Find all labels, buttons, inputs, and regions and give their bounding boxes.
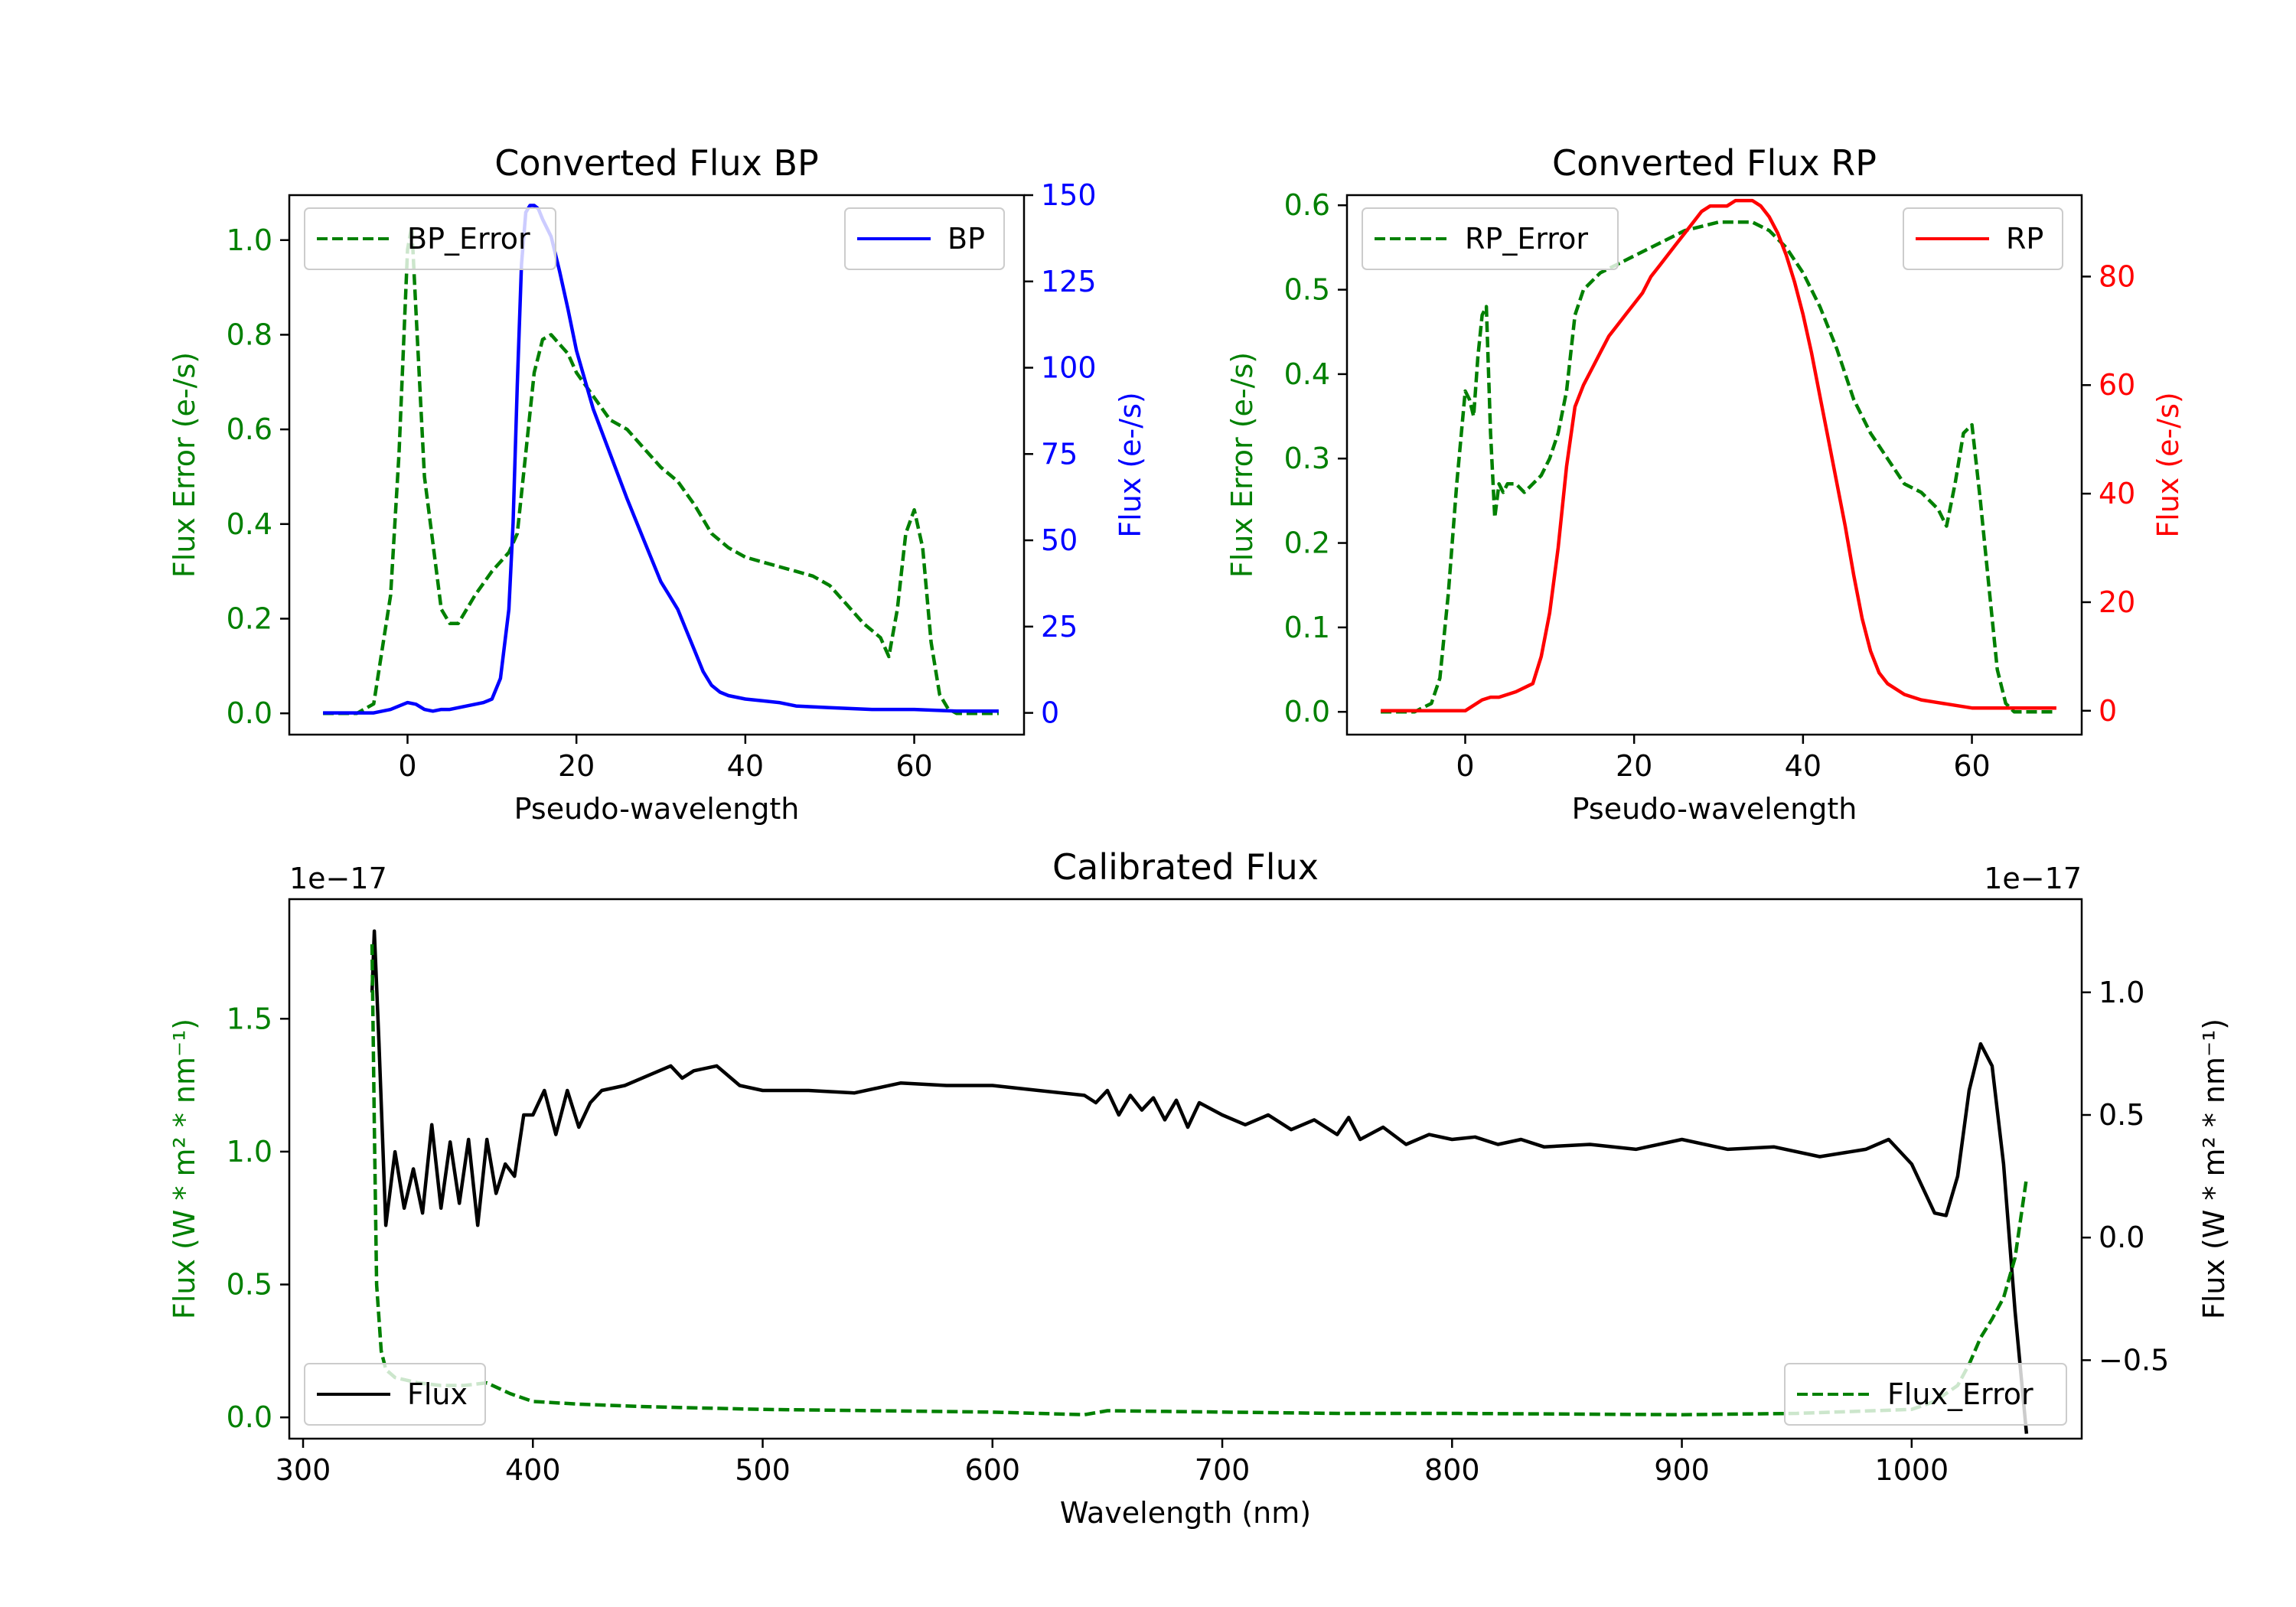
y-left-tick-label: 0.0 xyxy=(227,1400,272,1434)
y-right-tick-label: 1.0 xyxy=(2099,976,2144,1009)
legend-flux-error-box xyxy=(1784,1363,2067,1426)
chart-title: Calibrated Flux xyxy=(1052,846,1319,888)
y-right-tick-label: 0 xyxy=(2099,694,2117,728)
y-right-tick-label: 25 xyxy=(1041,610,1078,644)
x-tick-label: 20 xyxy=(1616,749,1652,783)
legend-bp-label: BP xyxy=(947,222,985,256)
legend-flux-label: Flux xyxy=(407,1377,468,1411)
x-tick-label: 40 xyxy=(727,749,764,783)
y-left-tick-label: 0.6 xyxy=(227,412,272,446)
x-axis-label: Wavelength (nm) xyxy=(1060,1496,1311,1530)
axes-frame xyxy=(1345,194,2083,736)
chart-title: Converted Flux RP xyxy=(1552,142,1877,184)
y-left-tick-label: 0.8 xyxy=(227,318,272,351)
panel-converted-flux-rp: Converted Flux RP 0 20 40 60 Pseudo-wavelengt… xyxy=(1225,142,2185,826)
legend-rp-error-box xyxy=(1362,207,1619,270)
legend-flux-box xyxy=(304,1363,486,1426)
x-axis-label: Pseudo-wavelength xyxy=(1572,792,1857,826)
y-left-tick-label: 0.3 xyxy=(1284,442,1330,475)
y-left-tick-label: 1.5 xyxy=(227,1002,272,1035)
y-left-tick-label: 0.4 xyxy=(227,507,272,541)
y-left-tick-label: 0.0 xyxy=(1284,695,1330,729)
axes-frame xyxy=(288,194,1026,736)
legend-rp-error-label: RP_Error xyxy=(1465,222,1588,256)
legend-flux-error-label: Flux_Error xyxy=(1887,1377,2033,1411)
y-left-tick-label: 0.6 xyxy=(1284,188,1330,222)
x-tick-label: 40 xyxy=(1785,749,1821,783)
y-left-tick-label: 0.2 xyxy=(227,601,272,635)
y-left-axis-label: Flux Error (e-/s) xyxy=(168,352,201,578)
x-tick-label: 500 xyxy=(735,1453,791,1487)
y-right-tick-label: 100 xyxy=(1041,351,1097,385)
y-right-axis-label: Flux (e-/s) xyxy=(1114,392,1147,537)
x-tick-label: 900 xyxy=(1654,1453,1710,1487)
x-tick-label: 600 xyxy=(965,1453,1021,1487)
chart-title: Converted Flux BP xyxy=(494,142,819,184)
y-left-tick-label: 1.0 xyxy=(227,1135,272,1169)
panel-converted-flux-bp: Converted Flux BP 0 20 40 60 Pseudo-wavelengt… xyxy=(168,142,1147,826)
x-tick-label: 0 xyxy=(398,749,416,783)
y-left-tick-label: 0.1 xyxy=(1284,611,1330,644)
panel-calibrated-flux: Calibrated Flux 300 400 500 600 700 800 900 1000… xyxy=(168,846,2231,1530)
y-right-offset-label: 1e−17 xyxy=(1984,862,2082,895)
y-right-tick-label: 40 xyxy=(2099,477,2135,510)
y-right-axis-label: Flux (e-/s) xyxy=(2151,392,2185,537)
y-right-tick-label: 80 xyxy=(2099,259,2135,293)
series-line-rp-error xyxy=(1381,220,2056,714)
x-tick-label: 800 xyxy=(1424,1453,1480,1487)
x-tick-label: 60 xyxy=(895,749,932,783)
x-tick-label: 20 xyxy=(558,749,595,783)
legend-bp-error-label: BP_Error xyxy=(407,222,530,256)
y-left-offset-label: 1e−17 xyxy=(289,862,387,895)
series-line-rp xyxy=(1381,198,2056,713)
y-left-axis-label: Flux Error (e-/s) xyxy=(1225,352,1259,578)
y-left-tick-label: 0.2 xyxy=(1284,526,1330,560)
series-line-flux xyxy=(370,929,2029,1434)
y-left-tick-label: 0.4 xyxy=(1284,357,1330,391)
x-axis-label: Pseudo-wavelength xyxy=(514,792,800,826)
axes-frame xyxy=(288,898,2083,1440)
x-tick-label: 700 xyxy=(1195,1453,1251,1487)
y-right-tick-label: 125 xyxy=(1041,265,1097,298)
y-left-tick-label: 1.0 xyxy=(227,223,272,257)
y-right-tick-label: −0.5 xyxy=(2099,1343,2169,1377)
y-right-tick-label: 0.0 xyxy=(2099,1221,2144,1254)
legend-rp-label: RP xyxy=(2006,222,2043,256)
x-tick-label: 400 xyxy=(505,1453,561,1487)
y-right-tick-label: 60 xyxy=(2099,368,2135,402)
x-tick-label: 1000 xyxy=(1874,1453,1949,1487)
y-right-axis-label: Flux (W * m² * nm⁻¹) xyxy=(2197,1019,2231,1319)
y-right-tick-label: 0 xyxy=(1041,696,1059,730)
y-left-tick-label: 0.0 xyxy=(227,696,272,730)
y-right-tick-label: 75 xyxy=(1041,437,1078,471)
x-tick-label: 60 xyxy=(1953,749,1990,783)
y-left-tick-label: 0.5 xyxy=(1284,273,1330,307)
y-right-tick-label: 0.5 xyxy=(2099,1098,2144,1132)
series-line-bp-error xyxy=(323,223,999,715)
y-right-tick-label: 20 xyxy=(2099,585,2135,619)
y-left-axis-label: Flux (W * m² * nm⁻¹) xyxy=(168,1019,201,1319)
x-tick-label: 0 xyxy=(1456,749,1474,783)
legend-bp-error-box xyxy=(304,207,556,270)
x-tick-label: 300 xyxy=(276,1453,331,1487)
y-left-tick-label: 0.5 xyxy=(227,1268,272,1302)
y-right-tick-label: 50 xyxy=(1041,523,1078,557)
y-right-tick-label: 150 xyxy=(1041,178,1097,212)
